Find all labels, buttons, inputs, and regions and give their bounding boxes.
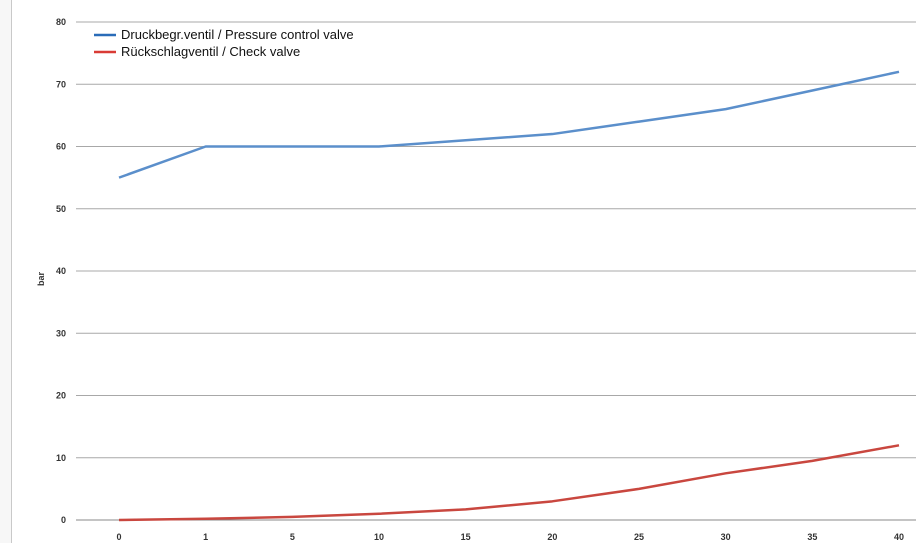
- y-tick-label: 40: [56, 266, 66, 276]
- series-line-1: [118, 444, 900, 522]
- spreadsheet-row-strip: [0, 0, 12, 543]
- legend-label-pressure-control-valve: Druckbegr.ventil / Pressure control valv…: [121, 27, 354, 42]
- y-tick-label: 80: [56, 17, 66, 27]
- x-tick-label: 40: [894, 532, 904, 542]
- legend-label-check-valve: Rückschlagventil / Check valve: [121, 44, 300, 59]
- y-axis-title: bar: [36, 272, 46, 287]
- series-lines: [118, 70, 900, 522]
- x-tick-label: 25: [634, 532, 644, 542]
- gridlines: [76, 21, 916, 521]
- x-axis: 0 1 5 10 15 20 25 30 35 40: [116, 532, 904, 542]
- x-tick-label: 5: [290, 532, 295, 542]
- x-tick-label: 30: [721, 532, 731, 542]
- x-tick-label: 15: [461, 532, 471, 542]
- y-tick-label: 60: [56, 142, 66, 152]
- x-tick-label: 35: [807, 532, 817, 542]
- legend: Druckbegr.ventil / Pressure control valv…: [94, 27, 354, 59]
- y-axis: 0 10 20 30 40 50 60 70 80: [56, 17, 66, 525]
- y-tick-label: 10: [56, 453, 66, 463]
- x-tick-label: 20: [547, 532, 557, 542]
- y-tick-label: 50: [56, 204, 66, 214]
- y-tick-label: 30: [56, 328, 66, 338]
- x-tick-label: 1: [203, 532, 208, 542]
- x-tick-label: 0: [116, 532, 121, 542]
- x-tick-label: 10: [374, 532, 384, 542]
- y-tick-label: 70: [56, 79, 66, 89]
- y-tick-label: 20: [56, 391, 66, 401]
- series-line-0: [118, 70, 900, 179]
- y-tick-label: 0: [61, 515, 66, 525]
